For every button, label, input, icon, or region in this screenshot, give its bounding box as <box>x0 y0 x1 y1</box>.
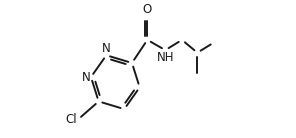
Text: N: N <box>102 42 111 55</box>
Text: N: N <box>81 71 90 83</box>
Text: Cl: Cl <box>66 113 77 126</box>
Text: O: O <box>143 3 152 16</box>
Text: NH: NH <box>157 51 174 64</box>
